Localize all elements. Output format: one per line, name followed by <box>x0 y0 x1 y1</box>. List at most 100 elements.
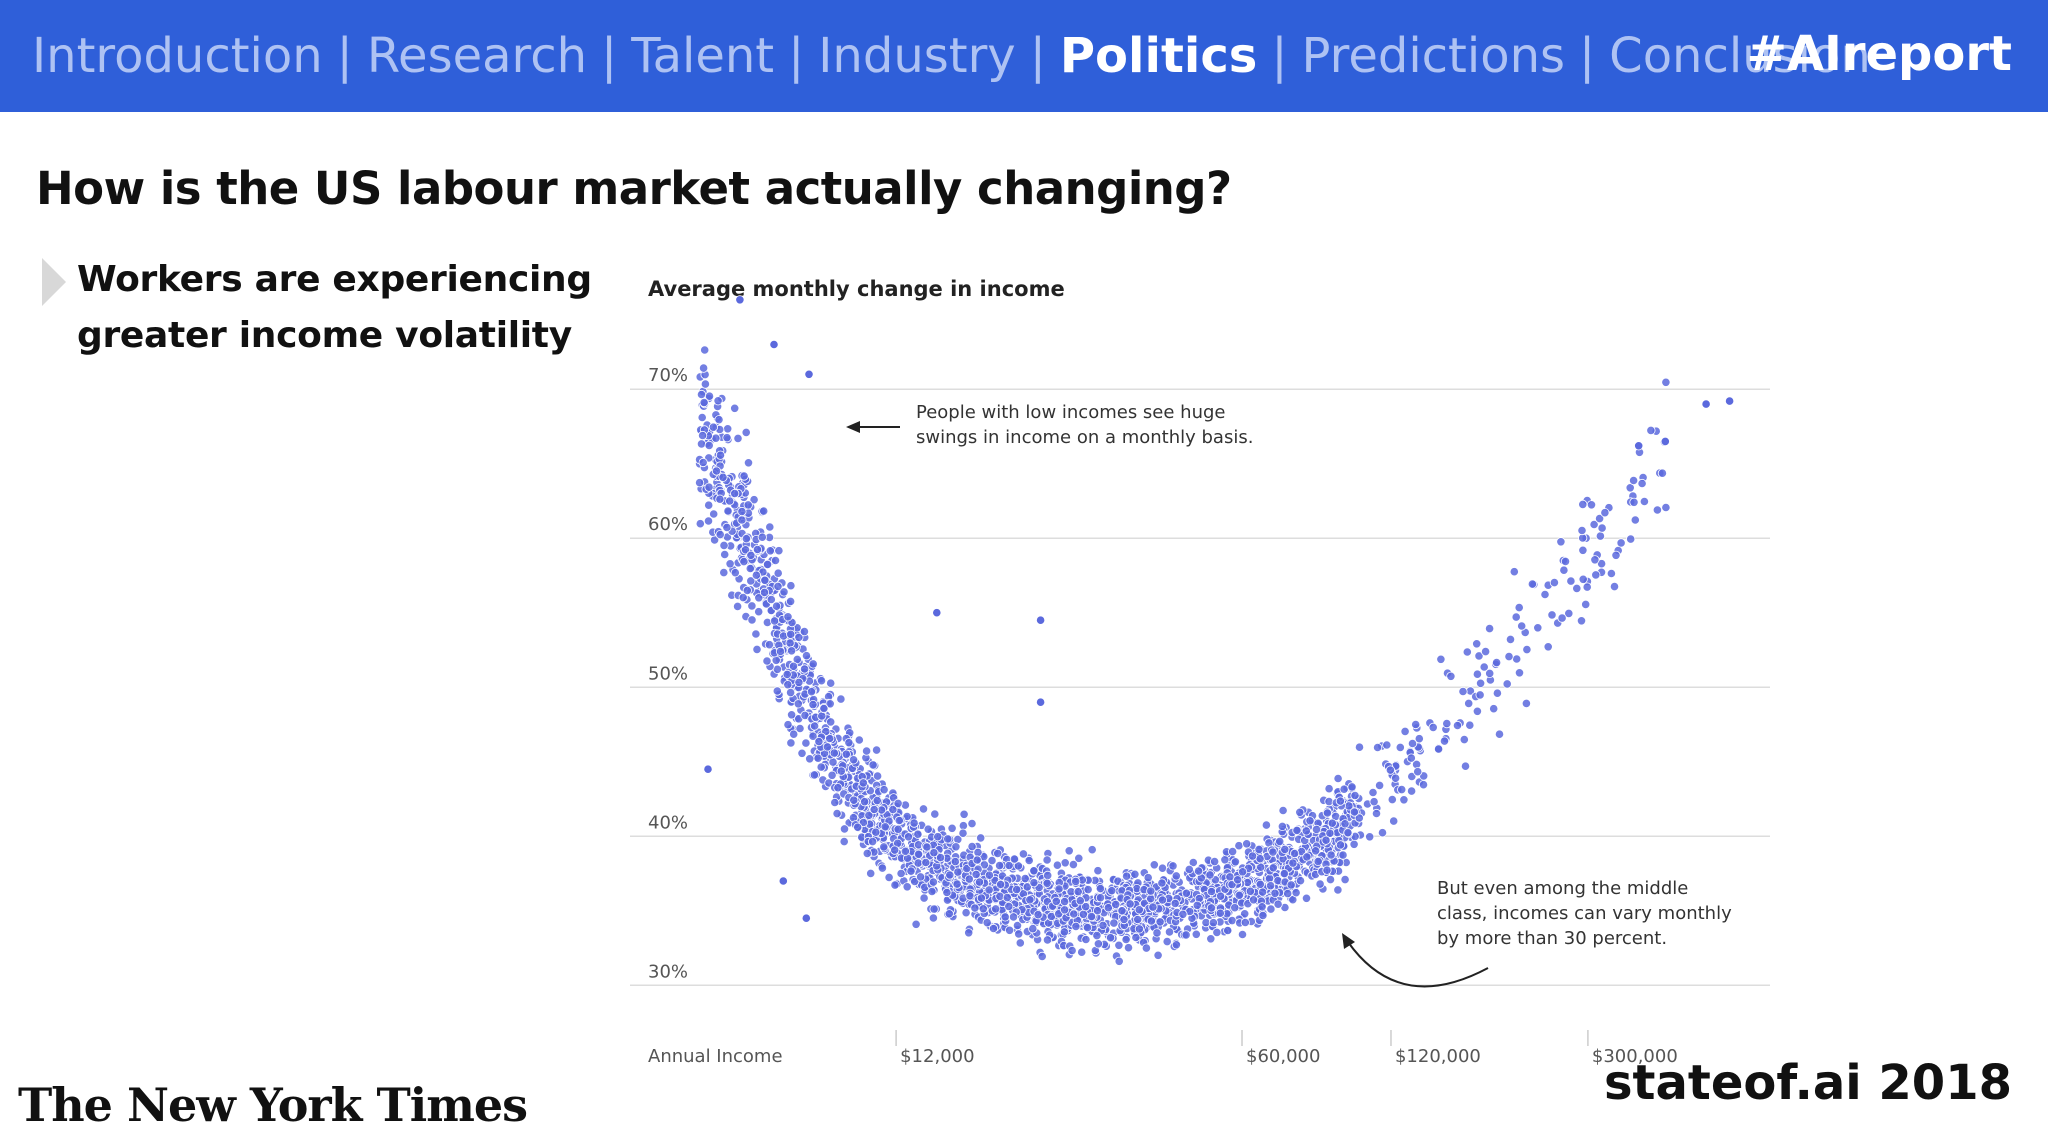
data-point <box>1178 909 1188 919</box>
data-point <box>1479 662 1489 672</box>
bullet-text: Workers are experiencing greater income … <box>77 259 592 356</box>
data-point <box>1511 612 1521 622</box>
data-point <box>1322 865 1332 875</box>
data-point <box>759 506 769 516</box>
data-point <box>810 721 820 731</box>
annotation-arrowhead-icon <box>846 421 860 433</box>
nav-item-politics[interactable]: Politics <box>1059 28 1258 84</box>
data-point <box>1191 929 1201 939</box>
data-point <box>1125 899 1135 909</box>
data-point <box>1522 644 1532 655</box>
data-point <box>826 717 836 727</box>
data-point <box>978 904 988 914</box>
data-point <box>1582 582 1592 592</box>
data-point <box>770 616 780 626</box>
data-point <box>1130 869 1140 879</box>
data-point <box>833 783 843 793</box>
data-point <box>1215 891 1226 901</box>
data-point <box>783 680 793 690</box>
data-point <box>1387 794 1397 805</box>
data-point <box>730 568 740 578</box>
data-point <box>1639 496 1650 507</box>
data-point <box>1029 878 1039 888</box>
data-point <box>795 723 805 734</box>
data-point <box>1369 797 1379 807</box>
data-point <box>1446 671 1456 681</box>
nav-item-predictions[interactable]: Predictions <box>1301 28 1565 84</box>
data-point <box>799 626 809 637</box>
data-point <box>1547 610 1557 620</box>
data-point <box>1340 819 1350 829</box>
data-point <box>1652 505 1663 515</box>
data-point <box>1480 646 1491 657</box>
data-point <box>911 919 921 929</box>
data-point <box>1245 886 1256 896</box>
data-point <box>1240 917 1250 928</box>
data-point <box>868 760 878 770</box>
data-point <box>1527 579 1538 589</box>
data-point <box>1609 581 1620 592</box>
data-point <box>1459 734 1469 745</box>
data-point <box>1206 886 1217 897</box>
data-point <box>1052 860 1062 870</box>
data-point <box>704 500 714 510</box>
data-point <box>1492 688 1503 698</box>
nav-item-introduction[interactable]: Introduction <box>32 28 323 84</box>
data-point <box>1146 886 1156 896</box>
data-point <box>1043 870 1053 881</box>
data-point <box>879 785 889 795</box>
data-point <box>741 427 751 437</box>
data-point <box>1020 873 1030 884</box>
data-point <box>752 544 763 555</box>
data-point <box>1009 854 1019 864</box>
data-point <box>1586 500 1597 510</box>
annotation-low-income-text: swings in income on a monthly basis. <box>916 427 1253 448</box>
data-point <box>1385 765 1396 775</box>
hashtag-label: #AIreport <box>1746 26 2012 82</box>
data-point <box>1340 874 1350 885</box>
data-point <box>909 818 919 828</box>
data-point <box>1557 613 1567 623</box>
nav-item-research[interactable]: Research <box>366 28 588 84</box>
data-point <box>1310 846 1321 856</box>
data-point <box>1286 880 1296 890</box>
data-point <box>1157 895 1168 905</box>
data-point <box>1365 832 1375 842</box>
data-point <box>827 770 837 780</box>
data-point <box>751 629 761 639</box>
data-point <box>1349 807 1360 817</box>
data-point <box>737 506 747 517</box>
data-point <box>751 570 762 580</box>
data-point <box>801 738 811 748</box>
data-point <box>877 863 887 873</box>
nav-item-conclusion[interactable]: Conclusion <box>1609 28 1871 84</box>
data-point <box>1230 903 1240 913</box>
data-point <box>719 567 729 578</box>
data-point <box>1266 904 1276 914</box>
nav-item-industry[interactable]: Industry <box>818 28 1016 84</box>
data-point <box>733 601 743 611</box>
data-point <box>723 506 733 516</box>
data-point <box>770 555 781 566</box>
data-point <box>775 646 786 656</box>
data-point <box>1382 740 1392 750</box>
data-point <box>725 559 735 569</box>
data-point <box>1606 568 1617 579</box>
data-point <box>1322 808 1333 818</box>
data-point <box>915 872 926 882</box>
data-point <box>923 824 933 834</box>
data-point <box>1077 947 1087 957</box>
data-point <box>1433 744 1444 754</box>
data-point <box>1502 679 1512 689</box>
data-point <box>714 415 724 425</box>
nav-item-talent[interactable]: Talent <box>631 28 775 84</box>
data-point <box>813 753 823 763</box>
data-point <box>786 629 796 639</box>
data-point <box>880 822 890 832</box>
data-point <box>1326 850 1336 860</box>
data-point <box>789 729 799 739</box>
data-point <box>945 870 955 880</box>
data-point <box>711 466 722 476</box>
data-point <box>783 720 793 730</box>
bullet-arrow-icon <box>42 258 66 306</box>
